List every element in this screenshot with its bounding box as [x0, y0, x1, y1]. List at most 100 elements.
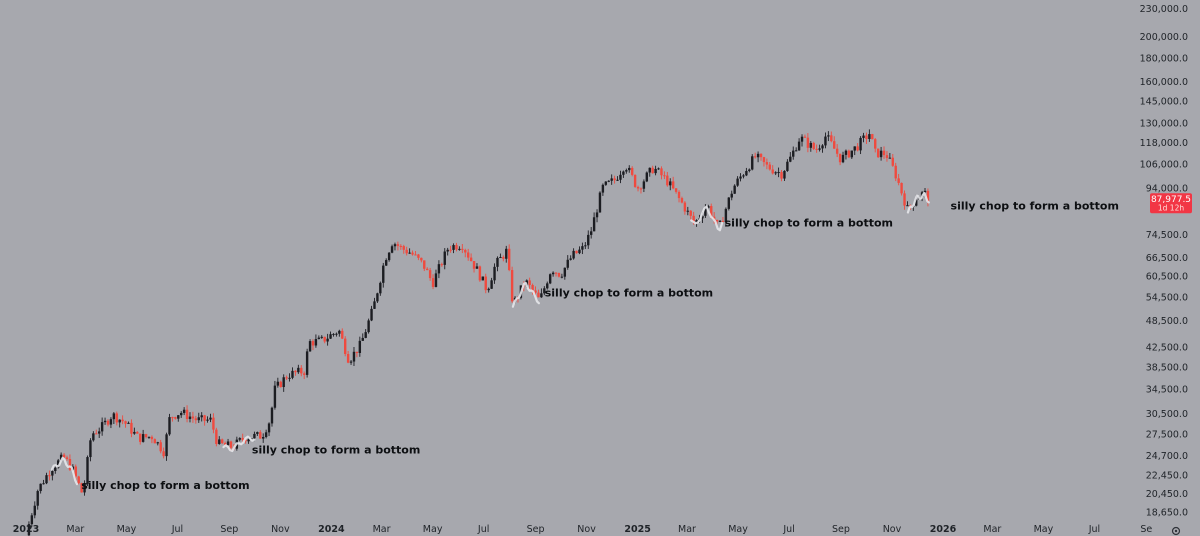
candle-body-270	[818, 148, 821, 150]
y-tick-label-9: 74,500.0	[1146, 230, 1188, 241]
candle-body-62	[209, 417, 212, 420]
candle-body-297	[897, 178, 900, 183]
candle-body-143	[446, 249, 449, 252]
candle-body-237	[721, 220, 725, 223]
candle-body-247	[751, 156, 754, 170]
candle-body-124	[390, 246, 394, 253]
candle-body-16	[74, 466, 77, 477]
candle-body-194	[595, 212, 599, 218]
candle-body-36	[133, 431, 136, 434]
candle-body-206	[630, 167, 634, 175]
candle-body-54	[185, 409, 189, 419]
candle-body-258	[783, 170, 786, 179]
candle-body-5	[42, 483, 45, 485]
candle-body-129	[405, 249, 408, 254]
candle-body-152	[472, 261, 476, 269]
candle-body-99	[317, 337, 321, 340]
candle-body-199	[610, 178, 613, 181]
candle-body-180	[554, 272, 558, 274]
candle-body-139	[434, 273, 438, 287]
candle-body-288	[871, 134, 874, 140]
candle-body-272	[824, 136, 827, 146]
candle-body-284	[859, 137, 862, 151]
candle-body-150	[466, 252, 470, 258]
candle-body-187	[575, 250, 578, 254]
candle-body-48	[168, 417, 171, 435]
x-tick-label-16: Sep	[832, 524, 850, 535]
candle-body-275	[833, 141, 836, 149]
gear-icon[interactable]	[1171, 526, 1181, 536]
candle-body-6	[45, 475, 48, 484]
candle-body-145	[452, 245, 455, 250]
x-tick-label-10: Sep	[527, 524, 545, 535]
candle-body-100	[320, 336, 323, 338]
candle-body-74	[244, 439, 247, 442]
candle-body-63	[212, 417, 215, 430]
candle-body-273	[827, 135, 830, 137]
x-axis[interactable]: 2023 Mar May Jul Sep Nov 2024 Mar May Jul Sep Nov 20…	[13, 524, 1153, 535]
candle-body-108	[343, 338, 347, 355]
candle-body-268	[812, 142, 815, 149]
candle-body-115	[364, 332, 367, 338]
candle-body-135	[423, 260, 426, 269]
x-tick-label-11: Nov	[577, 524, 596, 535]
x-tick-label-9: Jul	[477, 524, 489, 535]
candle-body-192	[589, 231, 593, 235]
x-tick-label-14: May	[728, 524, 748, 535]
candle-body-45	[159, 442, 162, 452]
candle-body-159	[493, 266, 496, 281]
candle-body-231	[704, 208, 707, 216]
candle-body-125	[393, 244, 397, 247]
y-tick-label-7: 106,000.0	[1140, 159, 1188, 170]
candle-body-46	[162, 451, 165, 457]
candle-body-238	[724, 208, 728, 223]
candle-body-110	[349, 361, 353, 363]
candle-body-241	[733, 185, 736, 194]
candle-body-64	[215, 429, 218, 444]
candle-body-68	[226, 441, 230, 446]
y-tick-label-13: 48,500.0	[1146, 316, 1188, 327]
y-tick-label-0: 230,000.0	[1140, 4, 1188, 15]
annotation-label-4: silly chop to form a bottom	[951, 199, 1119, 212]
candle-body-277	[838, 153, 842, 163]
y-tick-label-1: 200,000.0	[1140, 32, 1188, 43]
candle-body-29	[112, 413, 116, 420]
candle-body-189	[581, 246, 584, 250]
last-price-countdown: 1d 12h	[1158, 204, 1184, 213]
candle-body-118	[373, 301, 376, 309]
candle-body-228	[695, 220, 698, 223]
candle-body-18	[80, 483, 83, 493]
last-price-value: 87,977.5	[1151, 195, 1191, 205]
candle-body-303	[915, 199, 918, 206]
candle-body-35	[130, 422, 133, 434]
candle-body-8	[51, 471, 54, 476]
candle-body-248	[753, 156, 757, 158]
candle-body-224	[683, 202, 687, 212]
candle-body-84	[273, 385, 277, 408]
candle-body-174	[537, 292, 540, 298]
candle-body-72	[238, 438, 241, 440]
candle-body-291	[879, 150, 883, 158]
candle-body-20	[86, 457, 89, 484]
candle-body-154	[478, 266, 482, 281]
candle-body-225	[686, 210, 690, 212]
candle-body-98	[314, 339, 318, 346]
y-tick-label-22: 18,650.0	[1146, 508, 1188, 519]
candle-body-197	[604, 181, 608, 185]
candle-body-146	[455, 245, 458, 250]
y-axis[interactable]: 230,000.0 200,000.0 180,000.0 160,000.0 145,…	[1140, 4, 1188, 518]
candle-body-274	[830, 135, 833, 142]
candle-body-255	[774, 172, 777, 174]
candle-body-39	[141, 434, 145, 442]
candle-body-136	[425, 268, 429, 271]
candle-body-164	[507, 248, 511, 271]
chop-highlight-stroke-1	[222, 435, 256, 453]
candle-body-126	[396, 244, 400, 246]
candle-body-83	[270, 407, 274, 424]
candle-body-21	[89, 440, 92, 458]
y-tick-label-14: 42,500.0	[1146, 342, 1188, 353]
candle-body-14	[68, 458, 72, 470]
candle-body-155	[481, 276, 485, 281]
candle-body-27	[106, 420, 110, 425]
